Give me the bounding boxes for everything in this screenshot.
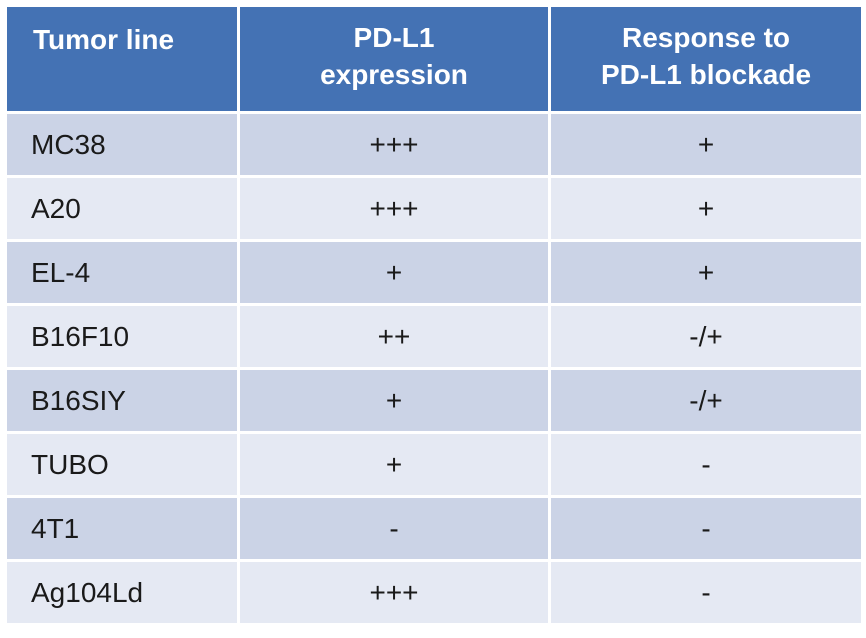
tumor-cell: Ag104Ld: [7, 562, 237, 623]
response-cell: -/+: [551, 306, 861, 367]
table-row: A20 +++ +: [7, 178, 861, 239]
table-row: TUBO + -: [7, 434, 861, 495]
header-response-line1: Response to: [621, 22, 791, 53]
response-cell: -: [551, 498, 861, 559]
header-response-line2: PD-L1 blockade: [600, 59, 812, 90]
header-tumor-line: Tumor line: [7, 7, 237, 111]
pd-l1-response-table: Tumor line PD-L1 expression Response to …: [4, 4, 864, 626]
tumor-cell: B16F10: [7, 306, 237, 367]
expression-cell: ++: [240, 306, 548, 367]
tumor-cell: TUBO: [7, 434, 237, 495]
response-cell: +: [551, 114, 861, 175]
tumor-cell: A20: [7, 178, 237, 239]
tumor-cell: 4T1: [7, 498, 237, 559]
header-tumor-line-label: Tumor line: [33, 24, 175, 55]
expression-cell: +: [240, 370, 548, 431]
expression-cell: +++: [240, 178, 548, 239]
expression-cell: +: [240, 434, 548, 495]
expression-cell: -: [240, 498, 548, 559]
response-cell: -/+: [551, 370, 861, 431]
tumor-cell: B16SIY: [7, 370, 237, 431]
expression-cell: +++: [240, 114, 548, 175]
header-expression-line2: expression: [320, 59, 468, 90]
table-row: MC38 +++ +: [7, 114, 861, 175]
header-response: Response to PD-L1 blockade: [551, 7, 861, 111]
tumor-cell: MC38: [7, 114, 237, 175]
expression-cell: +++: [240, 562, 548, 623]
header-row: Tumor line PD-L1 expression Response to …: [7, 7, 861, 111]
response-cell: +: [551, 242, 861, 303]
table-row: 4T1 - -: [7, 498, 861, 559]
response-cell: -: [551, 434, 861, 495]
tumor-cell: EL-4: [7, 242, 237, 303]
response-cell: -: [551, 562, 861, 623]
table-row: Ag104Ld +++ -: [7, 562, 861, 623]
expression-cell: +: [240, 242, 548, 303]
table-row: B16F10 ++ -/+: [7, 306, 861, 367]
response-cell: +: [551, 178, 861, 239]
table-row: B16SIY + -/+: [7, 370, 861, 431]
header-pd-l1-expression: PD-L1 expression: [240, 7, 548, 111]
header-expression-line1: PD-L1: [353, 22, 435, 53]
table-row: EL-4 + +: [7, 242, 861, 303]
